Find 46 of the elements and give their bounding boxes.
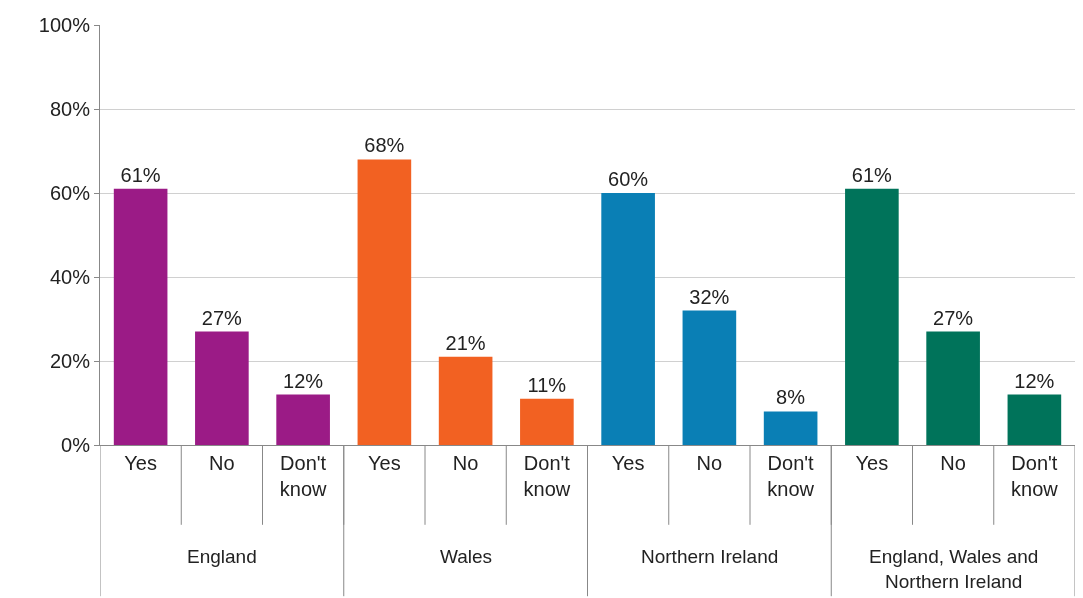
x-tick-label: No xyxy=(209,452,235,474)
bar xyxy=(763,411,818,445)
bar xyxy=(1007,394,1062,445)
x-tick-label: No xyxy=(696,452,723,474)
x-tick-label: No xyxy=(940,452,966,474)
bar xyxy=(113,188,168,445)
x-tick-label: Yes xyxy=(124,452,157,474)
data-label: 12% xyxy=(1014,369,1055,392)
data-label: 11% xyxy=(527,373,567,396)
data-label: 27% xyxy=(933,306,974,329)
text: Northern Ireland xyxy=(641,546,779,567)
bar xyxy=(601,193,655,445)
data-label: 68% xyxy=(364,134,405,157)
data-label: 21% xyxy=(445,331,486,354)
x-tick-label: Don't know xyxy=(1011,452,1059,500)
bar xyxy=(520,398,574,445)
y-tick-label: 0% xyxy=(61,434,91,456)
bar xyxy=(845,188,899,445)
x-tick-label: Don't know xyxy=(279,452,328,500)
bar xyxy=(195,331,249,445)
bar xyxy=(682,310,737,445)
bar xyxy=(276,394,330,445)
data-label: 32% xyxy=(689,285,730,308)
y-tick-label: 60% xyxy=(49,182,91,204)
x-tick-label: Don't know xyxy=(767,452,815,500)
x-tick-label: Yes xyxy=(611,452,645,474)
data-label: 12% xyxy=(283,369,324,392)
x-tick-label: Don't know xyxy=(523,452,571,500)
data-label: 61% xyxy=(851,163,892,186)
data-label: 61% xyxy=(120,163,161,186)
bar xyxy=(926,331,980,445)
text: England xyxy=(187,546,257,567)
bar xyxy=(357,159,412,445)
y-tick-label: 20% xyxy=(49,350,91,372)
x-tick-label: Yes xyxy=(368,452,401,474)
y-tick-label: 80% xyxy=(49,98,91,120)
y-tick-label: 100% xyxy=(38,14,91,36)
data-label: 27% xyxy=(201,306,242,329)
x-tick-label: Yes xyxy=(855,452,889,474)
text: England, Wales and Northern Ireland xyxy=(869,546,1039,592)
data-label: 60% xyxy=(608,168,649,190)
data-label: 8% xyxy=(776,386,806,409)
bar xyxy=(438,356,493,445)
y-tick-label: 40% xyxy=(49,266,91,288)
text: Wales xyxy=(440,546,493,567)
x-tick-label: No xyxy=(452,452,479,474)
